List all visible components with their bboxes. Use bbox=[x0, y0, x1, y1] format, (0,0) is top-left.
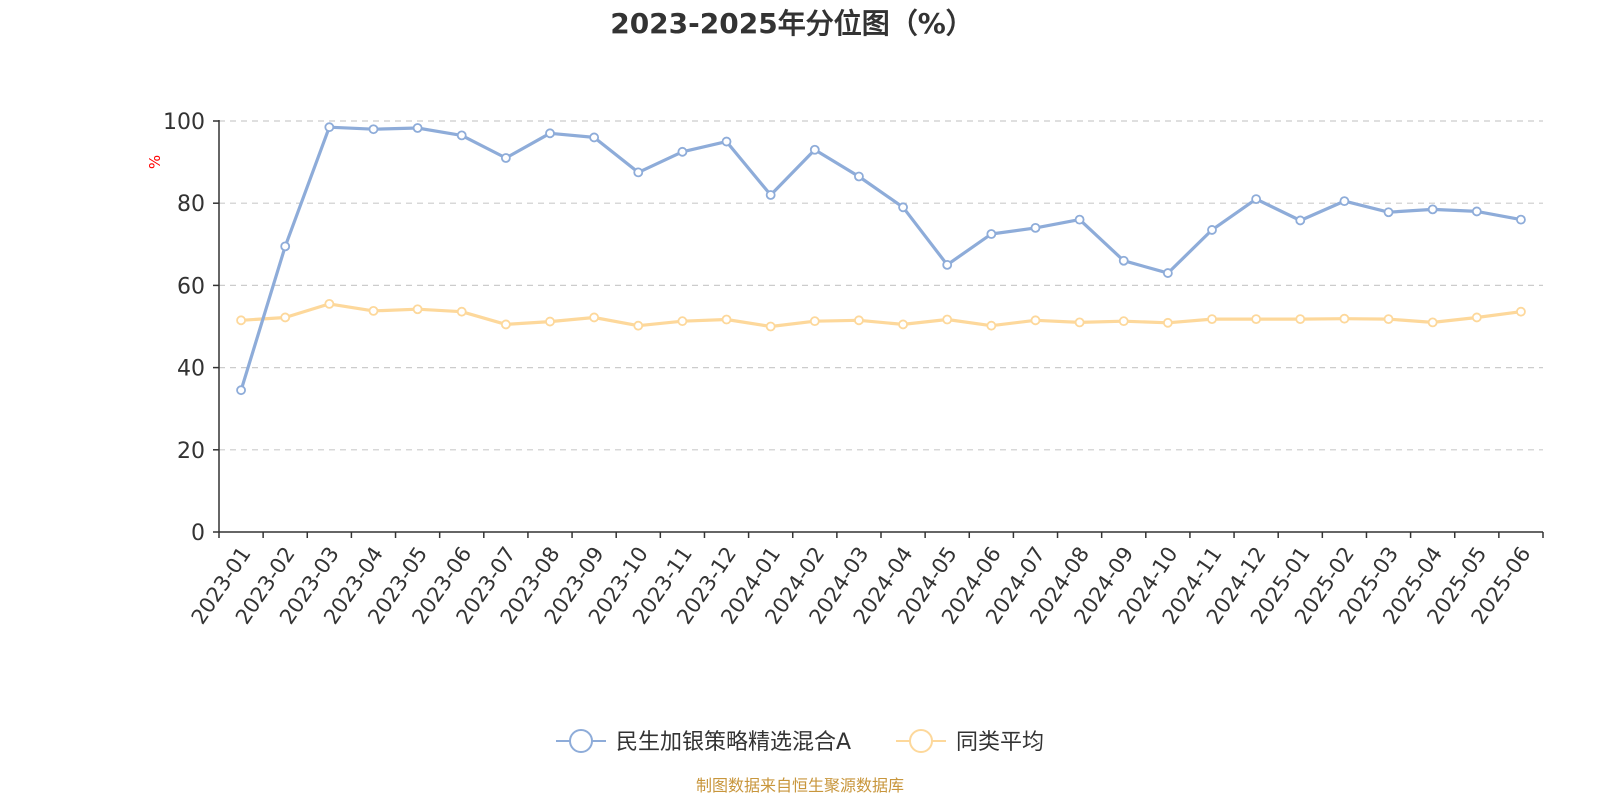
data-point bbox=[236, 315, 246, 326]
data-point bbox=[898, 202, 908, 213]
data-point bbox=[986, 320, 997, 331]
data-point bbox=[1251, 194, 1262, 204]
data-point bbox=[280, 241, 291, 252]
data-point bbox=[236, 385, 246, 396]
data-point bbox=[1339, 313, 1350, 324]
legend-marker-icon bbox=[569, 729, 593, 753]
legend-label: 同类平均 bbox=[956, 730, 1044, 755]
data-point bbox=[1339, 196, 1350, 207]
data-point bbox=[589, 312, 600, 323]
data-point bbox=[854, 171, 864, 182]
data-point bbox=[456, 306, 467, 317]
data-point bbox=[1427, 317, 1438, 328]
legend[interactable]: 民生加银策略精选混合A 同类平均 bbox=[556, 729, 1044, 755]
data-point bbox=[1207, 225, 1217, 235]
data-point bbox=[1516, 214, 1526, 225]
data-point bbox=[1471, 206, 1482, 217]
data-point bbox=[809, 316, 820, 327]
data-point bbox=[368, 124, 379, 135]
data-point bbox=[765, 190, 776, 200]
data-point bbox=[1471, 312, 1482, 323]
data-point bbox=[1295, 215, 1306, 226]
y-tick-label: 100 bbox=[163, 110, 205, 135]
data-point bbox=[1207, 314, 1217, 325]
data-point bbox=[1162, 268, 1173, 278]
data-point bbox=[1383, 207, 1394, 218]
data-point bbox=[412, 123, 423, 133]
data-point bbox=[1118, 255, 1129, 266]
y-axis-unit: % bbox=[146, 155, 164, 169]
data-point bbox=[1074, 317, 1085, 328]
data-point bbox=[500, 319, 511, 330]
axes: 0204060801002023-012023-022023-032023-04… bbox=[163, 110, 1544, 629]
data-point bbox=[1383, 314, 1394, 325]
data-point bbox=[765, 321, 776, 332]
data-point bbox=[1251, 314, 1262, 325]
data-point bbox=[721, 314, 732, 325]
data-point bbox=[1162, 317, 1173, 328]
data-point bbox=[854, 315, 864, 326]
data-point bbox=[1516, 306, 1526, 317]
series-line bbox=[239, 302, 1523, 329]
data-point bbox=[1295, 314, 1306, 325]
data-point bbox=[589, 132, 600, 143]
data-point bbox=[545, 128, 555, 139]
y-tick-label: 0 bbox=[191, 521, 205, 546]
series-1 bbox=[236, 298, 1526, 332]
data-point bbox=[1427, 204, 1438, 215]
source-note: 制图数据来自恒生聚源数据库 bbox=[696, 776, 904, 795]
legend-item[interactable]: 同类平均 bbox=[896, 729, 1044, 755]
data-point bbox=[633, 320, 644, 331]
data-point bbox=[412, 304, 423, 315]
y-tick-label: 40 bbox=[177, 357, 205, 382]
series-layer bbox=[236, 122, 1526, 396]
data-point bbox=[942, 259, 953, 270]
data-point bbox=[545, 316, 555, 327]
data-point bbox=[280, 312, 291, 323]
data-point bbox=[942, 314, 953, 325]
data-point bbox=[1118, 316, 1129, 327]
legend-label: 民生加银策略精选混合A bbox=[616, 730, 851, 755]
data-point bbox=[500, 153, 511, 163]
data-point bbox=[898, 319, 908, 330]
data-point bbox=[1030, 222, 1041, 233]
data-point bbox=[1030, 315, 1041, 326]
data-point bbox=[721, 136, 732, 147]
legend-marker-icon bbox=[909, 729, 933, 753]
data-point bbox=[1074, 214, 1085, 225]
data-point bbox=[677, 146, 688, 157]
y-tick-label: 20 bbox=[177, 439, 205, 464]
data-point bbox=[809, 144, 820, 155]
y-tick-label: 60 bbox=[177, 274, 205, 299]
series-0 bbox=[236, 122, 1526, 396]
grid-lines bbox=[219, 120, 1543, 451]
legend-item[interactable]: 民生加银策略精选混合A bbox=[556, 729, 851, 755]
data-point bbox=[324, 298, 335, 309]
data-point bbox=[324, 122, 335, 133]
data-point bbox=[677, 316, 688, 327]
series-line bbox=[239, 125, 1523, 392]
chart-title: 2023-2025年分位图（%） bbox=[610, 7, 974, 40]
data-point bbox=[456, 130, 467, 141]
data-point bbox=[368, 305, 379, 316]
data-point bbox=[986, 229, 997, 239]
data-point bbox=[633, 167, 644, 178]
y-tick-label: 80 bbox=[177, 192, 205, 217]
